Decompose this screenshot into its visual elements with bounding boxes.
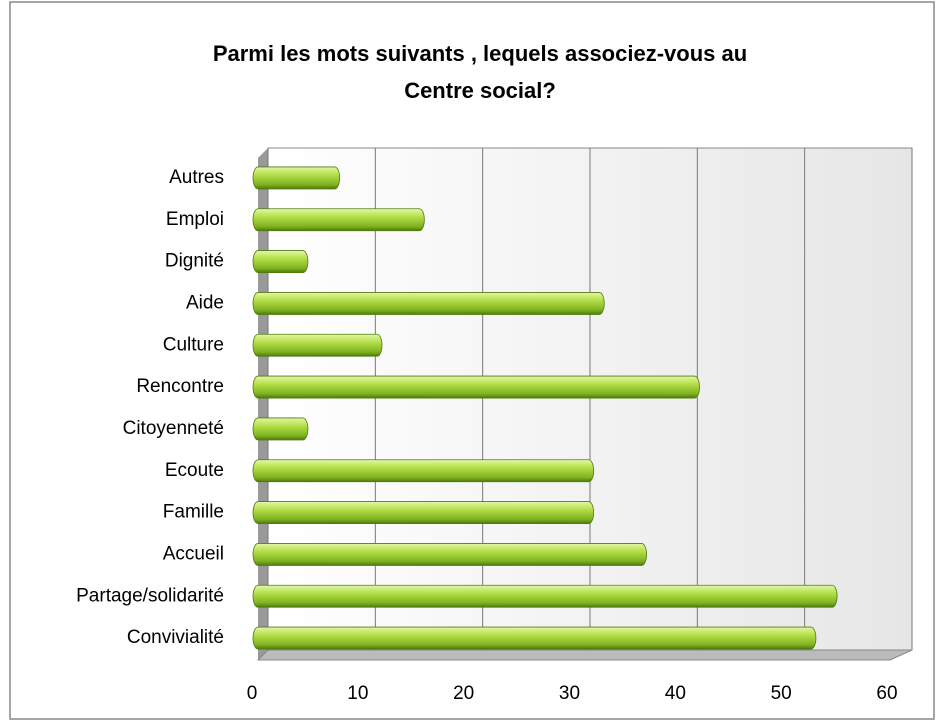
- y-tick-label: Emploi: [166, 209, 224, 230]
- y-tick-label: Ecoute: [165, 460, 224, 481]
- bar: [252, 375, 700, 399]
- y-tick-label: Rencontre: [136, 376, 224, 397]
- y-tick-label: Partage/solidarité: [76, 585, 224, 606]
- bar: [252, 292, 605, 315]
- y-tick-label: Aide: [186, 292, 224, 313]
- bar: [252, 584, 838, 608]
- y-tick-label: Citoyenneté: [123, 418, 224, 439]
- bar: [252, 543, 647, 566]
- floor: [256, 649, 913, 661]
- side-wall: [258, 148, 268, 660]
- bar: [252, 250, 309, 273]
- x-tick-label: 30: [559, 683, 580, 704]
- x-tick-label: 0: [247, 683, 258, 704]
- bar: [252, 626, 817, 650]
- y-tick-label: Autres: [169, 167, 224, 188]
- bar: [252, 166, 341, 190]
- bar: [252, 501, 595, 524]
- x-tick-label: 40: [665, 683, 686, 704]
- bar: [252, 459, 595, 483]
- bar: [252, 208, 425, 232]
- x-tick-label: 60: [876, 683, 897, 704]
- y-tick-label: Convivialité: [127, 627, 224, 648]
- bar: [252, 417, 309, 441]
- y-tick-label: Culture: [163, 334, 224, 355]
- y-tick-label: Dignité: [165, 251, 224, 272]
- x-tick-label: 50: [771, 683, 792, 704]
- bar: [252, 333, 383, 357]
- y-tick-label: Accueil: [163, 543, 224, 564]
- chart-title: Parmi les mots suivants , lequels associ…: [213, 41, 747, 103]
- x-tick-label: 10: [347, 683, 368, 704]
- x-tick-label: 20: [453, 683, 474, 704]
- y-tick-label: Famille: [163, 502, 224, 523]
